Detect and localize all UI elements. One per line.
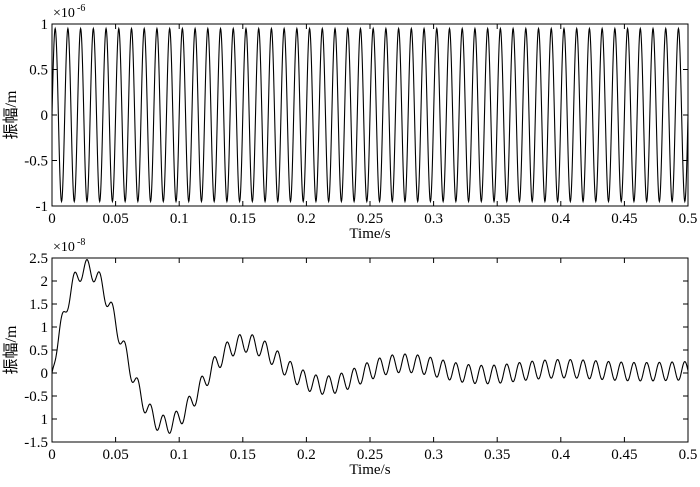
x-axis-label: Time/s: [349, 462, 390, 478]
x-tick-label: 0.15: [230, 211, 256, 227]
axes-box: [51, 257, 689, 443]
x-tick-label: 0: [48, 211, 56, 227]
x-tick-label: 0.4: [551, 211, 570, 227]
x-tick-label: 0.2: [297, 211, 316, 227]
y-multiplier: ×10: [53, 6, 75, 21]
x-tick-label: 0.3: [424, 211, 443, 227]
x-tick-label: 0.35: [484, 447, 510, 463]
x-tick-label: 0.05: [102, 447, 128, 463]
x-tick-label: 0.25: [357, 211, 383, 227]
y-tick-label: 0.5: [29, 63, 48, 79]
y-axis-label: 振幅/m: [2, 325, 20, 374]
y-tick-label: -0.5: [24, 154, 48, 170]
y-exponent: -6: [77, 3, 85, 14]
x-tick-label: 0.35: [484, 211, 510, 227]
y-multiplier: ×10: [53, 240, 75, 255]
x-tick-label: 0.1: [170, 211, 189, 227]
y-axis-label: 振幅/m: [2, 90, 20, 139]
x-tick-label: 0.05: [102, 211, 128, 227]
y-tick-label: 1: [41, 412, 49, 428]
y-tick-label: -0.5: [24, 389, 48, 405]
axes-2: 0 0.05 0.1 0.15 0.2 0.25 0.3 0.35 0.4 0.45 0.5 -1.5…: [2, 237, 697, 478]
x-tick-label: 0.5: [679, 447, 698, 463]
x-axis-label: Time/s: [349, 226, 390, 242]
y-exponent: -8: [77, 237, 85, 248]
x-tick-label: 0.45: [611, 447, 637, 463]
y-tick-label: 0: [41, 366, 49, 382]
y-tick-label: 0.5: [29, 343, 48, 359]
y-tick-label: 0: [41, 108, 49, 124]
y-tick-label: 1: [41, 17, 49, 33]
x-tick-label: 0.1: [170, 447, 189, 463]
y-tick-label: 1.5: [29, 297, 48, 313]
x-tick-label: 0: [48, 447, 56, 463]
axes-1: 0 0.05 0.1 0.15 0.2 0.25 0.3 0.35 0.4 0.45 0.5 -1 -0…: [2, 3, 697, 242]
x-tick-label: 0.15: [230, 447, 256, 463]
x-tick-label: 0.3: [424, 447, 443, 463]
x-tick-label: 0.5: [679, 211, 698, 227]
x-tick-label: 0.2: [297, 447, 316, 463]
series-line: [51, 26, 689, 204]
y-tick-label: 1: [41, 320, 49, 336]
y-tick-label: -1.5: [24, 435, 48, 451]
series-line: [51, 258, 689, 434]
y-tick-label: 2.5: [29, 251, 48, 267]
x-tick-label: 0.4: [551, 447, 570, 463]
y-tick-label: 2: [41, 274, 49, 290]
x-tick-label: 0.45: [611, 211, 637, 227]
x-tick-label: 0.25: [357, 447, 383, 463]
y-tick-label: -1: [36, 199, 49, 215]
